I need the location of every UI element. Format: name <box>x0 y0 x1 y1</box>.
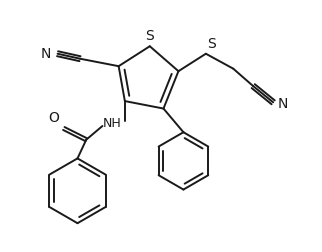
Text: NH: NH <box>103 117 122 130</box>
Text: S: S <box>207 37 216 51</box>
Text: N: N <box>278 97 288 111</box>
Text: N: N <box>41 47 51 61</box>
Text: O: O <box>48 111 59 125</box>
Text: S: S <box>146 29 154 43</box>
